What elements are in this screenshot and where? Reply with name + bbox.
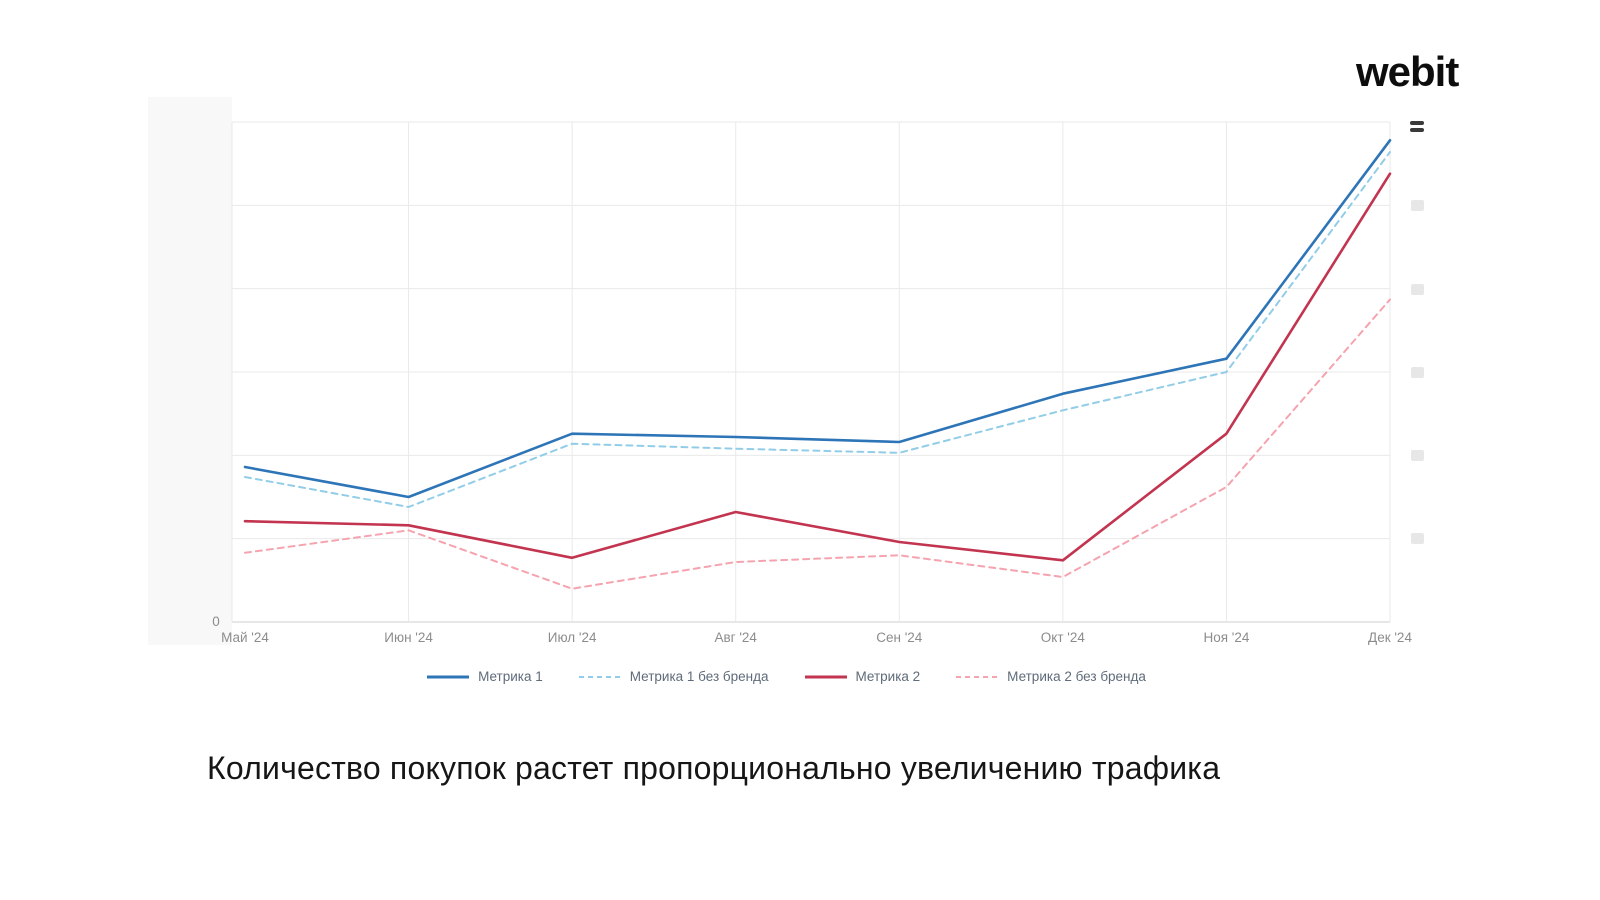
clipped-y-axis-label [1411, 450, 1424, 461]
chart-left-margin [148, 97, 232, 645]
legend-swatch-line [956, 675, 999, 678]
slide-caption: Количество покупок растет пропорциональн… [207, 750, 1221, 786]
legend-swatch-line [578, 675, 621, 678]
clipped-context-menu-icon[interactable] [1410, 121, 1424, 125]
x-axis-label: Окт '24 [1041, 630, 1086, 645]
clipped-y-axis-label [1411, 367, 1424, 378]
line-chart-plot-area: Май '24 Июн '24 Июл '24 Авг '24 Сен '24 Окт '… [212, 121, 1412, 645]
legend-swatch-line [427, 675, 470, 678]
legend-item-0[interactable]: Метрика 1 [427, 669, 543, 684]
clipped-y-axis-label [1411, 200, 1424, 211]
x-axis-label: Сен '24 [876, 630, 923, 645]
legend-label: Метрика 2 [855, 669, 921, 684]
x-axis-label: Авг '24 [714, 630, 757, 645]
legend-item-1[interactable]: Метрика 1 без бренда [578, 669, 769, 684]
legend-label: Метрика 1 без бренда [629, 669, 769, 684]
series-line-0[interactable] [243, 138, 1392, 499]
series-line-2[interactable] [243, 172, 1392, 562]
y-axis-origin-label: 0 [212, 614, 220, 629]
x-axis-label: Дек '24 [1368, 630, 1412, 645]
legend-swatch-line [804, 675, 847, 678]
clipped-y-axis-label [1411, 533, 1424, 544]
clipped-context-menu-icon[interactable] [1410, 128, 1424, 132]
series-line-3[interactable] [244, 298, 1391, 590]
legend-item-2[interactable]: Метрика 2 [804, 669, 921, 684]
x-axis-label: Июн '24 [384, 630, 433, 645]
clipped-y-axis-label [1411, 284, 1424, 295]
traffic-line-chart: Май '24 Июн '24 Июл '24 Авг '24 Сен '24 Окт '… [148, 97, 1425, 710]
series-line-1[interactable] [244, 151, 1391, 508]
x-axis-label: Ноя '24 [1203, 630, 1249, 645]
legend-item-3[interactable]: Метрика 2 без бренда [956, 669, 1146, 684]
legend-label: Метрика 1 [478, 669, 543, 684]
legend-label: Метрика 2 без бренда [1007, 669, 1146, 684]
webit-logo: webit [1356, 48, 1459, 95]
x-axis-label: Май '24 [221, 630, 269, 645]
x-axis-label: Июл '24 [548, 630, 597, 645]
chart-legend: Метрика 1 Метрика 1 без бренда Метрика 2 Ме… [148, 669, 1425, 684]
